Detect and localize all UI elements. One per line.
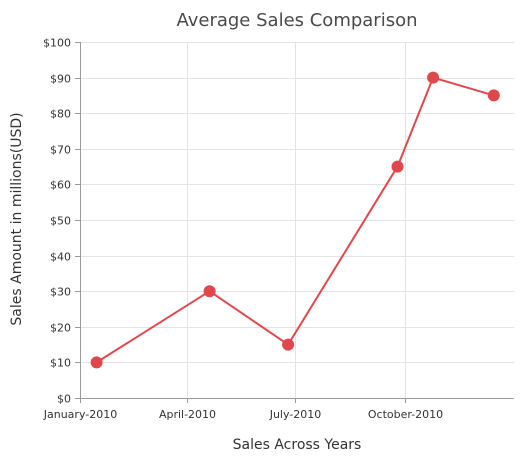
data-point-marker[interactable] (90, 356, 103, 369)
x-tick-label: October-2010 (368, 408, 443, 421)
data-point-marker[interactable] (427, 71, 440, 84)
series-layer (90, 71, 500, 369)
series-line (96, 76, 495, 364)
x-tick-label: January-2010 (43, 408, 117, 421)
data-point-marker[interactable] (282, 338, 295, 351)
y-tick-label: $10 (50, 357, 71, 370)
data-point-marker[interactable] (203, 285, 216, 298)
x-axis-tick-labels: January-2010 April-2010 July-2010 October-2… (43, 408, 443, 421)
y-tick-label: $20 (50, 322, 71, 335)
chart-title: Average Sales Comparison (176, 10, 417, 31)
y-axis-title: Sales Amount in millions(USD) (9, 112, 25, 325)
data-point-marker[interactable] (391, 160, 404, 173)
y-tick-label: $40 (50, 251, 71, 264)
axes (75, 42, 514, 403)
data-point-marker[interactable] (487, 89, 500, 102)
x-tick-label: April-2010 (159, 408, 216, 421)
y-tick-label: $0 (57, 393, 71, 406)
grid (80, 42, 514, 398)
y-axis-tick-labels: $0 $10 $20 $30 $40 $50 $60 $70 $80 $90 $100 (43, 37, 71, 406)
y-tick-label: $70 (50, 144, 71, 157)
y-tick-label: $60 (50, 179, 71, 192)
x-tick-label: July-2010 (269, 408, 322, 421)
y-tick-label: $90 (50, 73, 71, 86)
y-tick-label: $50 (50, 215, 71, 228)
y-tick-label: $100 (43, 37, 71, 50)
x-axis-title: Sales Across Years (233, 437, 362, 453)
y-tick-label: $30 (50, 286, 71, 299)
y-tick-label: $80 (50, 108, 71, 121)
